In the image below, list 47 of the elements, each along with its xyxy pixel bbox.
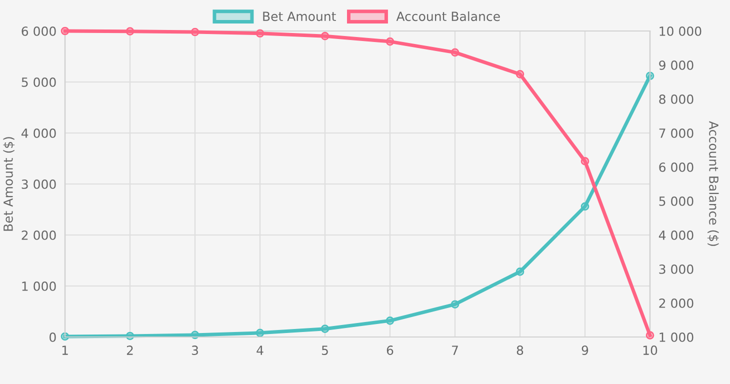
- y2-tick-label: 8 000: [659, 94, 694, 104]
- point: [320, 324, 330, 334]
- point: [60, 26, 70, 36]
- point: [516, 70, 524, 78]
- x-tick-label: 7: [452, 346, 458, 355]
- point: [190, 28, 200, 36]
- x-tick-label: 3: [192, 346, 198, 356]
- y2-tick-label: 7 000: [659, 128, 694, 138]
- y2-tick-label: 4 000: [658, 230, 694, 240]
- y-axis-title: Bet Amount ($): [3, 137, 15, 231]
- point: [256, 328, 264, 338]
- x-tick-label: 6: [386, 346, 394, 356]
- y-tick-label: 1 000: [22, 281, 56, 291]
- point: [256, 29, 264, 38]
- x-tick-label: 9: [582, 346, 588, 356]
- point: [386, 37, 394, 46]
- x-tick-label: 8: [516, 346, 524, 356]
- y2-tick-label: 3 000: [659, 264, 694, 274]
- y-tick-label: 0: [50, 332, 56, 342]
- x-tick-label: 4: [256, 346, 264, 355]
- x-tick-label: 10: [643, 346, 658, 356]
- y-tick-label: 4 000: [21, 128, 56, 138]
- point: [580, 202, 590, 211]
- x-tick-label: 5: [322, 346, 328, 356]
- x-tick-label: 2: [126, 346, 133, 355]
- y2-tick-label: 1 000: [660, 332, 694, 342]
- point: [580, 157, 590, 166]
- point: [646, 331, 654, 340]
- y-tick-label: 3 000: [22, 179, 56, 189]
- x-tick-label: 1: [62, 346, 68, 355]
- y2-axis-title: Account Balance ($): [707, 121, 719, 246]
- y-tick-label: 5 000: [22, 77, 56, 87]
- legend-label: Bet Amount: [263, 12, 336, 22]
- y2-tick-label: 9 000: [659, 60, 694, 70]
- legend-label: Account Balance: [396, 11, 500, 22]
- point: [450, 300, 460, 309]
- y-tick-label: 6 000: [22, 26, 56, 36]
- point: [450, 48, 460, 57]
- point: [386, 316, 394, 325]
- y2-tick-label: 10 000: [660, 26, 702, 36]
- y2-tick-label: 2 000: [659, 298, 694, 308]
- y2-tick-label: 5 000: [659, 196, 694, 206]
- y2-tick-label: 6 000: [659, 162, 694, 172]
- point: [516, 268, 524, 276]
- point: [126, 27, 134, 36]
- point: [320, 32, 330, 40]
- y-tick-label: 2 000: [22, 230, 56, 240]
